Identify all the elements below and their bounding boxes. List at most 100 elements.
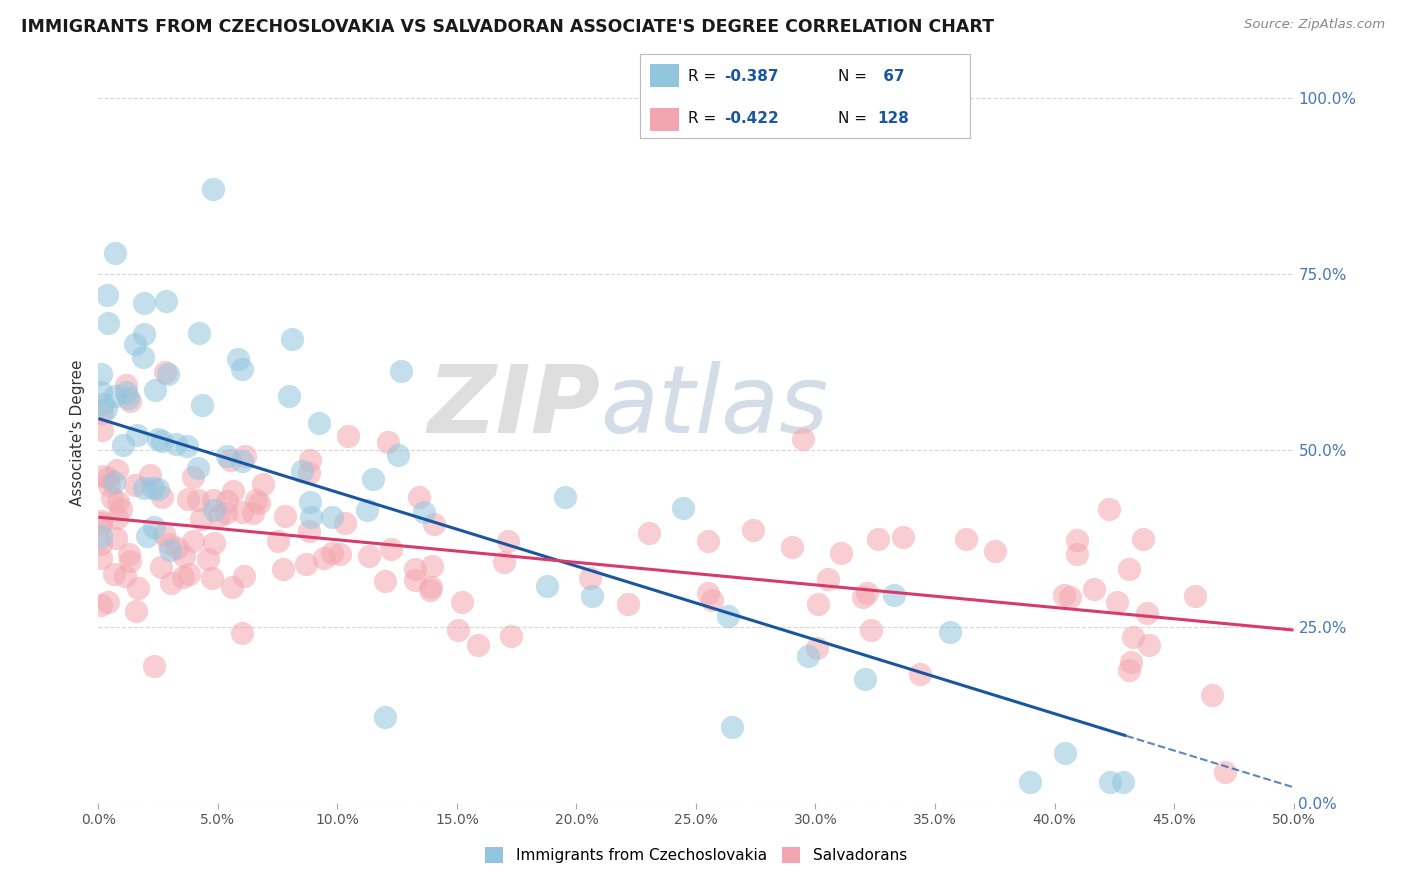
Point	[136, 529, 159, 543]
Point	[721, 720, 744, 734]
Point	[181, 533, 204, 548]
Point	[252, 477, 274, 491]
Point	[408, 491, 430, 505]
Text: 67: 67	[877, 69, 904, 84]
Point	[716, 609, 738, 624]
Text: atlas: atlas	[600, 361, 828, 452]
Point	[1118, 663, 1140, 677]
Point	[231, 505, 253, 519]
Point	[104, 531, 127, 545]
Point	[859, 623, 882, 637]
Point	[100, 491, 122, 505]
Point	[142, 481, 165, 495]
Text: N =: N =	[838, 69, 872, 84]
Point	[419, 580, 441, 594]
Point	[176, 440, 198, 454]
Point	[295, 558, 318, 572]
Point	[219, 453, 242, 467]
Point	[1053, 588, 1076, 602]
Point	[298, 524, 321, 539]
Point	[222, 484, 245, 499]
Point	[143, 383, 166, 397]
Point	[1184, 589, 1206, 603]
Point	[1119, 655, 1142, 669]
Point	[105, 462, 128, 476]
Point	[866, 533, 889, 547]
Point	[1098, 501, 1121, 516]
Point	[159, 543, 181, 558]
Point	[91, 468, 114, 483]
Point	[97, 316, 120, 330]
Point	[90, 514, 112, 528]
Point	[242, 506, 264, 520]
Point	[157, 537, 180, 551]
Point	[1059, 591, 1081, 605]
Point	[380, 541, 402, 556]
Point	[127, 582, 149, 596]
Point	[1054, 747, 1077, 761]
Point	[177, 566, 200, 581]
Point	[361, 472, 384, 486]
Point	[852, 590, 875, 604]
Point	[103, 567, 125, 582]
Point	[149, 560, 172, 574]
Point	[233, 569, 256, 583]
Point	[131, 350, 153, 364]
Point	[104, 245, 127, 260]
Point	[120, 554, 142, 568]
Point	[742, 523, 765, 537]
Point	[883, 589, 905, 603]
Point	[142, 659, 165, 673]
Point	[1136, 606, 1159, 620]
Point	[155, 294, 177, 309]
Point	[1118, 561, 1140, 575]
Point	[120, 394, 142, 409]
Point	[235, 449, 257, 463]
Point	[299, 509, 322, 524]
Point	[96, 402, 118, 417]
Point	[1201, 689, 1223, 703]
Point	[419, 582, 441, 597]
Point	[696, 534, 718, 549]
Point	[231, 453, 253, 467]
Point	[127, 428, 149, 442]
Point	[188, 326, 211, 340]
Point	[208, 509, 231, 524]
Point	[146, 482, 169, 496]
Point	[278, 389, 301, 403]
Point	[150, 434, 173, 449]
Point	[413, 504, 436, 518]
Point	[554, 491, 576, 505]
Point	[422, 516, 444, 531]
Point	[134, 327, 156, 342]
Point	[1083, 582, 1105, 596]
Point	[955, 532, 977, 546]
Point	[333, 516, 356, 530]
Point	[908, 666, 931, 681]
Point	[90, 384, 112, 399]
Text: 128: 128	[877, 112, 910, 127]
Point	[1137, 638, 1160, 652]
Point	[202, 493, 225, 508]
Point	[231, 362, 253, 376]
Point	[114, 384, 136, 399]
Point	[806, 640, 828, 655]
Point	[231, 626, 253, 640]
Point	[91, 406, 114, 420]
Point	[321, 546, 343, 560]
Point	[494, 556, 516, 570]
Point	[672, 501, 695, 516]
Point	[112, 437, 135, 451]
Text: Source: ZipAtlas.com: Source: ZipAtlas.com	[1244, 18, 1385, 31]
Text: -0.387: -0.387	[724, 69, 779, 84]
Point	[245, 493, 267, 508]
Point	[1105, 594, 1128, 608]
Point	[356, 503, 378, 517]
Point	[499, 629, 522, 643]
Point	[90, 551, 112, 566]
Point	[117, 391, 139, 405]
Point	[142, 520, 165, 534]
Point	[110, 501, 132, 516]
Point	[215, 494, 238, 508]
Point	[132, 296, 155, 310]
